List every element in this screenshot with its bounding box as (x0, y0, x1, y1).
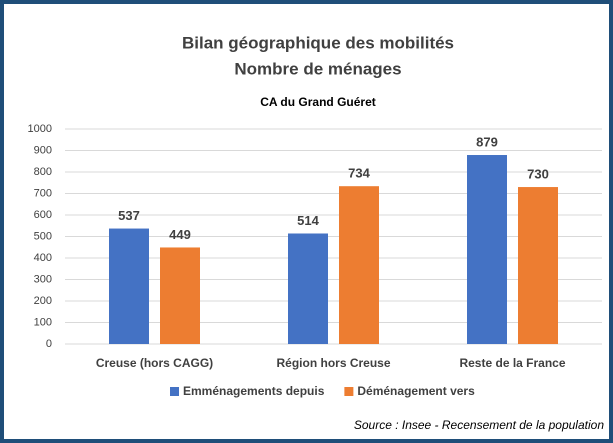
chart-title: Bilan géographique des mobilités (182, 33, 454, 52)
data-label: 449 (169, 227, 191, 242)
legend-swatch (170, 387, 179, 396)
bar (467, 155, 507, 344)
source: Source : Insee - Recensement de la popul… (354, 418, 604, 432)
bar (288, 233, 328, 344)
y-tick-label: 400 (34, 252, 52, 264)
y-tick-label: 100 (34, 316, 52, 328)
y-tick-label: 700 (34, 187, 52, 199)
x-tick-label: Creuse (hors CAGG) (96, 356, 213, 370)
data-label: 514 (297, 213, 319, 228)
y-tick-label: 0 (46, 338, 52, 350)
chart-subtitle: Nombre de ménages (234, 59, 401, 78)
y-tick-label: 800 (34, 166, 52, 178)
y-tick-label: 1000 (28, 123, 52, 135)
legend-label: Emménagements depuis (183, 384, 325, 398)
y-tick-label: 200 (34, 295, 52, 307)
y-tick-label: 300 (34, 273, 52, 285)
y-tick-label: 900 (34, 144, 52, 156)
y-tick-label: 600 (34, 209, 52, 221)
data-label: 730 (527, 166, 549, 181)
bar (160, 247, 200, 344)
legend-swatch (344, 387, 354, 396)
y-tick-label: 500 (34, 230, 52, 242)
bar (518, 187, 558, 344)
plot-title: CA du Grand Guéret (260, 95, 376, 109)
data-label: 734 (348, 166, 370, 181)
bar (109, 228, 149, 344)
legend-label: Déménagement vers (357, 384, 475, 398)
x-tick-label: Région hors Creuse (276, 356, 390, 370)
x-tick-label: Reste de la France (459, 356, 565, 370)
bar (339, 186, 379, 344)
data-label: 537 (118, 208, 140, 223)
data-label: 879 (476, 134, 498, 149)
